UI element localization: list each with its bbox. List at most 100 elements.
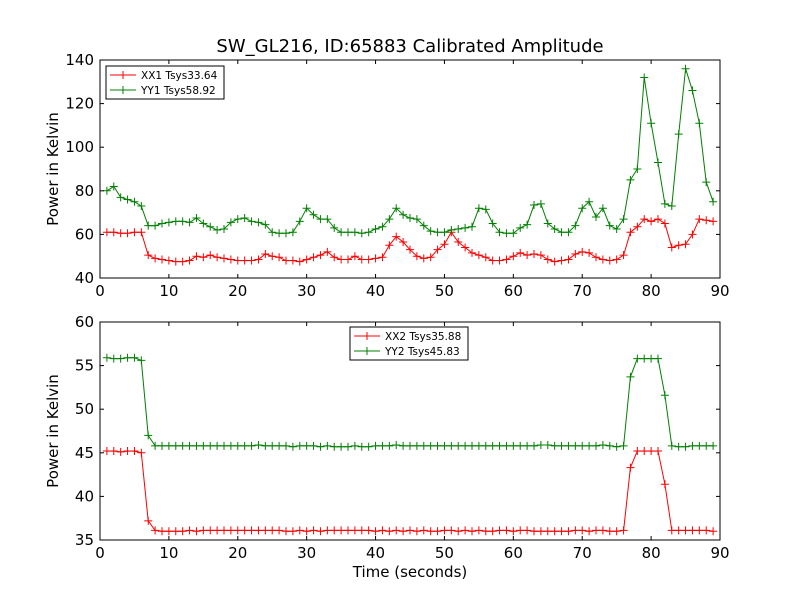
data-point bbox=[399, 210, 408, 219]
data-point bbox=[323, 441, 332, 450]
data-point bbox=[468, 222, 476, 231]
y-tick-label: 50 bbox=[75, 400, 94, 418]
data-point bbox=[116, 354, 125, 363]
data-point bbox=[171, 441, 180, 450]
data-point bbox=[461, 526, 470, 535]
data-point bbox=[412, 441, 421, 450]
data-point bbox=[660, 199, 669, 208]
data-point bbox=[440, 240, 449, 249]
data-point bbox=[302, 204, 311, 213]
data-point bbox=[419, 221, 428, 230]
data-point bbox=[516, 441, 525, 450]
x-tick-label: 30 bbox=[297, 282, 316, 300]
data-point bbox=[592, 253, 600, 262]
data-point bbox=[530, 200, 538, 209]
data-point bbox=[123, 229, 132, 238]
data-point bbox=[654, 447, 662, 456]
data-point bbox=[674, 241, 683, 250]
data-point bbox=[585, 197, 594, 206]
data-point bbox=[571, 221, 580, 230]
data-point bbox=[419, 441, 428, 450]
data-point bbox=[688, 441, 697, 450]
data-point bbox=[350, 526, 359, 535]
data-point bbox=[268, 228, 277, 237]
data-point bbox=[592, 212, 600, 221]
data-point bbox=[316, 527, 325, 536]
x-axis-label: Time (seconds) bbox=[352, 563, 468, 581]
data-point bbox=[667, 441, 676, 450]
data-point bbox=[357, 229, 366, 238]
x-tick-label: 80 bbox=[642, 544, 661, 562]
data-point bbox=[392, 440, 401, 449]
data-point bbox=[523, 441, 532, 450]
legend-label-2: YY1 Tsys58.92 bbox=[140, 85, 216, 97]
data-point bbox=[178, 527, 187, 536]
data-point bbox=[433, 441, 442, 450]
data-point bbox=[633, 447, 642, 456]
data-point bbox=[502, 526, 511, 535]
data-point bbox=[474, 526, 483, 535]
x-tick-label: 20 bbox=[228, 544, 247, 562]
data-point bbox=[406, 441, 414, 450]
data-point bbox=[199, 219, 208, 228]
data-point bbox=[667, 243, 676, 252]
data-point bbox=[144, 431, 153, 440]
data-point bbox=[523, 251, 532, 260]
data-point bbox=[275, 526, 284, 535]
data-point bbox=[709, 527, 718, 536]
data-point bbox=[240, 256, 249, 265]
data-point bbox=[102, 186, 111, 195]
data-point bbox=[185, 441, 194, 450]
legend-marker bbox=[363, 347, 371, 355]
data-point bbox=[640, 215, 649, 224]
x-tick-label: 70 bbox=[573, 282, 592, 300]
data-point bbox=[502, 255, 511, 264]
data-point bbox=[378, 526, 387, 535]
x-tick-label: 0 bbox=[95, 282, 105, 300]
data-point bbox=[640, 73, 649, 82]
y-tick-label: 120 bbox=[65, 95, 94, 113]
data-point bbox=[144, 251, 153, 260]
data-point bbox=[213, 526, 222, 535]
data-point bbox=[399, 527, 408, 536]
data-point bbox=[695, 215, 704, 224]
data-point bbox=[302, 441, 311, 450]
data-point bbox=[578, 247, 587, 256]
data-point bbox=[226, 218, 235, 227]
data-point bbox=[598, 526, 607, 535]
data-point bbox=[254, 255, 263, 264]
data-point bbox=[151, 221, 160, 230]
x-tick-label: 10 bbox=[159, 544, 178, 562]
data-point bbox=[295, 526, 304, 535]
series-line-1 bbox=[106, 450, 714, 532]
data-point bbox=[647, 354, 656, 363]
data-point bbox=[578, 204, 587, 213]
data-point bbox=[688, 86, 697, 95]
data-point bbox=[605, 441, 614, 450]
data-point bbox=[612, 255, 621, 264]
data-point bbox=[137, 448, 146, 457]
data-point bbox=[564, 228, 573, 237]
data-point bbox=[357, 442, 366, 451]
data-point bbox=[309, 253, 318, 262]
data-point bbox=[206, 222, 215, 231]
data-point bbox=[550, 441, 559, 450]
data-point bbox=[344, 526, 352, 535]
data-point bbox=[640, 447, 649, 456]
data-point bbox=[233, 441, 242, 450]
data-point bbox=[130, 447, 139, 456]
data-point bbox=[158, 255, 166, 264]
data-point bbox=[337, 255, 346, 264]
data-point bbox=[585, 441, 594, 450]
data-point bbox=[440, 441, 449, 450]
data-point bbox=[461, 243, 470, 252]
data-point bbox=[282, 256, 290, 265]
data-point bbox=[481, 205, 490, 214]
data-point bbox=[530, 441, 538, 450]
data-point bbox=[536, 527, 545, 536]
data-point bbox=[433, 527, 442, 536]
data-point bbox=[619, 251, 628, 260]
data-point bbox=[164, 256, 173, 265]
